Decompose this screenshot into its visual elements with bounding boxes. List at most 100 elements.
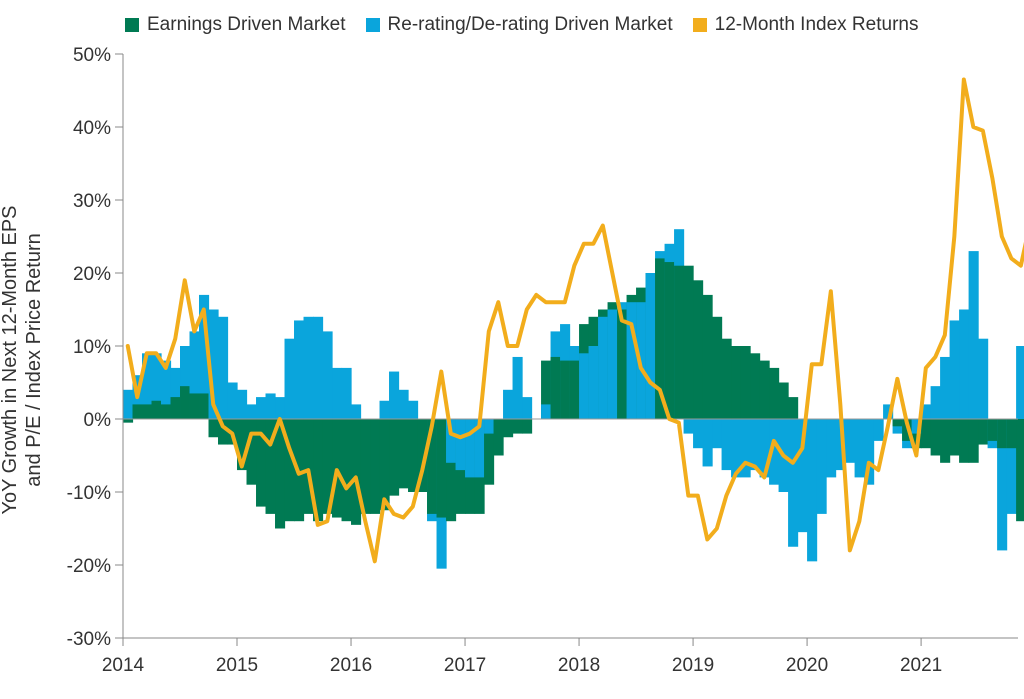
earnings-bar [151,400,162,419]
rerating-bar [883,404,894,419]
rerating-bar [408,400,419,419]
rerating-bar [978,338,989,419]
rerating-bar [398,389,409,419]
rerating-bar [180,346,191,419]
legend-label-earnings: Earnings Driven Market [147,14,346,35]
earnings-bar [978,419,989,445]
earnings-bar [541,360,552,419]
rerating-bar [911,419,922,434]
earnings-bar [360,419,371,514]
x-tick-label: 2019 [672,655,714,676]
x-tick-label: 2020 [786,655,828,676]
rerating-bar [788,419,799,547]
rerating-bar [142,353,153,419]
rerating-bar [845,419,856,463]
earnings-bar [189,393,200,419]
earnings-bar [417,419,428,492]
rerating-bar [246,404,257,419]
rerating-bar [949,320,960,419]
earnings-bar [892,419,903,427]
y-tick-label: 10% [73,337,111,358]
earnings-bar [446,419,457,522]
bar-group [123,229,1024,569]
earnings-bar [712,316,723,419]
earnings-bar [617,309,628,419]
earnings-bar [721,338,732,419]
earnings-bar [218,419,229,445]
x-tick-label: 2021 [900,655,942,676]
rerating-bar [522,397,533,419]
rerating-bar [227,382,238,419]
legend-item-returns: 12-Month Index Returns [692,14,919,36]
rerating-bar [512,356,523,419]
y-tick-label: 20% [73,264,111,285]
earnings-bar [769,367,780,419]
earnings-bar [740,346,751,419]
legend-label-returns: 12-Month Index Returns [714,14,919,35]
earnings-bar [1016,419,1024,522]
earnings-bar [560,360,571,419]
rerating-bar [645,273,656,419]
rerating-bar [256,397,267,419]
rerating-bar [1006,419,1017,514]
legend-item-earnings: Earnings Driven Market [125,14,346,36]
rerating-bar [579,353,590,419]
rerating-bar [208,309,219,419]
rerating-bar [379,400,390,419]
x-tick-label: 2014 [102,655,145,676]
earnings-bar [265,419,276,514]
earnings-bar [132,404,143,419]
rerating-bar [332,367,343,419]
y-tick-label: 40% [73,118,111,139]
rerating-bar [151,353,162,419]
earnings-bar [968,419,979,463]
rerating-bar [921,404,932,419]
rerating-bar [341,367,352,419]
rerating-bar [683,419,694,434]
earnings-bar [275,419,286,529]
rerating-bar [864,419,875,485]
earnings-bar [569,360,580,419]
index-returns-line [125,77,1024,564]
earnings-bar [693,280,704,419]
earnings-bar [180,386,191,419]
earnings-bar [788,397,799,419]
earnings-bar [341,419,352,522]
rerating-bar [199,294,210,419]
earnings-bar [123,419,134,423]
rerating-bar [807,419,818,562]
earnings-bar [1006,419,1017,449]
rerating-bar [959,309,970,419]
rerating-bar [968,251,979,419]
rerating-bar [351,404,362,419]
rerating-bar [484,419,495,434]
x-tick-label: 2015 [216,655,258,676]
earnings-bar [161,404,172,419]
earnings-bar [379,419,390,511]
rerating-bar [588,346,599,419]
rerating-bar [826,419,837,478]
earnings-bar [484,419,495,485]
rerating-bar [218,316,229,419]
earnings-bar [778,382,789,419]
earnings-bar [284,419,295,522]
earnings-bar [256,419,267,507]
rerating-bar [303,316,314,419]
earnings-bar [427,419,438,514]
rerating-bar [123,389,134,419]
rerating-bar [759,419,770,478]
earnings-bar [370,419,381,514]
y-tick-label: -30% [67,629,111,650]
earnings-bar [322,419,333,514]
rerating-bar [541,404,552,419]
rerating-bar [446,419,457,463]
legend-swatch-earnings [125,18,139,32]
earnings-bar [664,262,675,419]
rerating-bar [503,389,514,419]
earnings-bar [170,397,181,419]
earnings-bar [655,258,666,419]
rerating-bar [930,386,941,419]
rerating-bar [693,419,704,449]
rerating-bar [835,419,846,471]
